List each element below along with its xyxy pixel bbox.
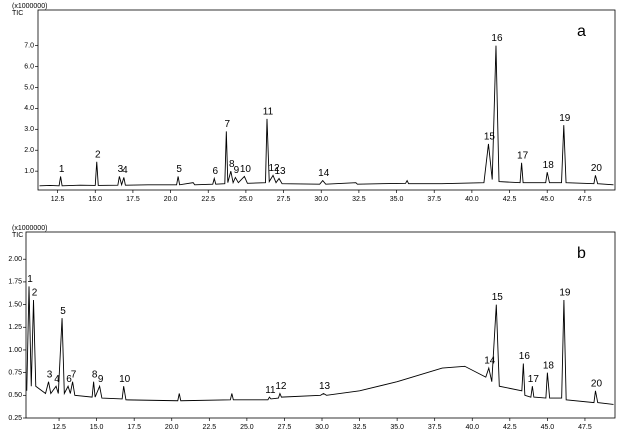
x-tick-label: 20.0 (164, 196, 178, 203)
peak-label: 2 (32, 288, 38, 299)
y-tick-label: 1.00 (8, 347, 22, 354)
x-tick-label: 32.5 (353, 424, 367, 431)
y-tick-label: 1.0 (24, 168, 34, 175)
peak-label: 17 (517, 150, 529, 161)
y-tick-label: 1.75 (8, 279, 22, 286)
x-tick-label: 12.5 (52, 424, 66, 431)
peak-label: 3 (47, 369, 53, 380)
scale-label: (x1000000) (12, 3, 47, 10)
y-tick-label: 0.75 (8, 369, 22, 376)
peak-label: 9 (234, 165, 240, 176)
peak-label: 14 (484, 356, 496, 367)
y-tick-label: 7.0 (24, 42, 34, 49)
peak-label: 12 (275, 381, 287, 392)
x-tick-label: 37.5 (427, 196, 441, 203)
peak-label: 14 (318, 168, 330, 179)
peak-label: 18 (543, 160, 555, 171)
peak-label: 16 (491, 33, 503, 44)
peak-label: 6 (66, 374, 72, 385)
panel-label: a (577, 23, 586, 40)
trace-label: TIC (12, 232, 23, 239)
y-tick-label: 1.50 (8, 301, 22, 308)
y-tick-label: 5.0 (24, 84, 34, 91)
x-tick-label: 42.5 (503, 196, 517, 203)
peak-label: 11 (263, 106, 274, 117)
x-tick-label: 27.5 (278, 424, 292, 431)
x-tick-label: 37.5 (428, 424, 442, 431)
peak-label: 5 (60, 306, 66, 317)
y-tick-label: 1.25 (8, 324, 22, 331)
x-tick-label: 25.0 (239, 196, 253, 203)
peak-label: 1 (27, 274, 33, 285)
peak-label: 17 (528, 374, 540, 385)
x-tick-label: 22.5 (201, 196, 215, 203)
peak-label: 8 (92, 369, 98, 380)
peak-label: 6 (212, 166, 218, 177)
y-tick-label: 2.0 (24, 147, 34, 154)
x-tick-label: 47.5 (578, 424, 592, 431)
x-tick-label: 22.5 (202, 424, 216, 431)
y-tick-label: 3.0 (24, 126, 34, 133)
peak-label: 4 (122, 165, 128, 176)
peak-label: 7 (225, 119, 231, 130)
tic-trace (39, 45, 614, 187)
x-tick-label: 20.0 (165, 424, 179, 431)
x-tick-label: 32.5 (352, 196, 366, 203)
x-tick-label: 35.0 (390, 424, 404, 431)
x-tick-label: 45.0 (540, 196, 554, 203)
trace-label: TIC (12, 10, 23, 17)
peak-label: 2 (95, 149, 101, 160)
peak-label: 7 (71, 369, 77, 380)
x-tick-label: 25.0 (240, 424, 254, 431)
peak-label: 3 (118, 164, 124, 175)
peak-label: 12 (268, 163, 280, 174)
x-tick-label: 47.5 (578, 196, 592, 203)
y-tick-label: 0.50 (8, 392, 22, 399)
x-tick-label: 17.5 (127, 424, 141, 431)
scale-label: (x1000000) (12, 225, 47, 232)
peak-label: 5 (176, 164, 182, 175)
x-tick-label: 17.5 (126, 196, 140, 203)
tic-trace (26, 286, 614, 405)
peak-label: 11 (265, 385, 276, 396)
x-tick-label: 35.0 (390, 196, 404, 203)
peak-label: 19 (559, 113, 571, 124)
peak-label: 15 (492, 292, 504, 303)
x-tick-label: 15.0 (90, 424, 104, 431)
plot-frame (25, 231, 616, 419)
peak-label: 10 (119, 374, 131, 385)
panel-label: b (577, 245, 586, 262)
peak-label: 13 (319, 381, 331, 392)
x-tick-label: 30.0 (314, 196, 328, 203)
x-tick-label: 27.5 (277, 196, 291, 203)
x-tick-label: 40.0 (465, 196, 479, 203)
x-tick-label: 45.0 (541, 424, 555, 431)
peak-label: 1 (59, 164, 65, 175)
peak-label: 20 (591, 378, 603, 389)
y-tick-label: 0.25 (8, 415, 22, 422)
peak-label: 20 (591, 163, 603, 174)
peak-label: 18 (543, 360, 555, 371)
peak-label: 19 (559, 288, 571, 299)
peak-label: 16 (519, 351, 531, 362)
x-tick-label: 40.0 (465, 424, 479, 431)
peak-label: 15 (484, 132, 496, 143)
y-tick-label: 6.0 (24, 63, 34, 70)
x-tick-label: 30.0 (315, 424, 329, 431)
x-tick-label: 42.5 (503, 424, 517, 431)
x-tick-label: 15.0 (88, 196, 102, 203)
peak-label: 10 (240, 164, 252, 175)
peak-label: 9 (98, 374, 104, 385)
y-tick-label: 2.00 (8, 256, 22, 263)
peak-label: 8 (229, 159, 235, 170)
peak-label: 4 (54, 374, 60, 385)
plot-frame (37, 9, 616, 191)
x-tick-label: 12.5 (51, 196, 65, 203)
y-tick-label: 4.0 (24, 105, 34, 112)
peak-label: 13 (274, 166, 286, 177)
